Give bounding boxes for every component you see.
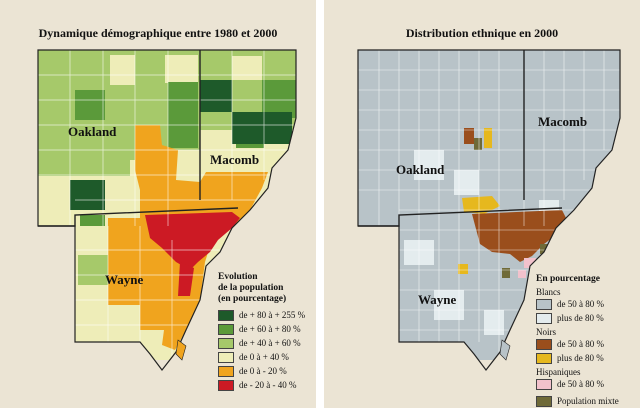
- legend-item: de - 20 à - 40 %: [218, 378, 305, 392]
- right-map-title: Distribution ethnique en 2000: [405, 26, 559, 40]
- legend-swatch-0: [218, 309, 234, 321]
- legend-item: de 0 à + 40 %: [218, 350, 305, 364]
- county-label-oakland: Oakland: [396, 162, 445, 177]
- legend-group-hispanics: Hispaniques: [536, 367, 581, 377]
- legend-label: de 50 à 80 %: [557, 339, 604, 349]
- legend-label: plus de 80 %: [557, 313, 604, 323]
- legend-item: de 50 à 80 %: [536, 377, 619, 391]
- legend-item: de + 80 à + 255 %: [218, 308, 305, 322]
- population-change-map: [37, 49, 297, 371]
- legend-swatch-b1: [536, 352, 552, 364]
- legend-label: de + 40 à + 60 %: [239, 338, 301, 348]
- ethnic-distribution-map-panel: Distribution ethnique en 2000: [324, 0, 640, 408]
- county-label-wayne: Wayne: [105, 272, 144, 287]
- legend-swatch-w0: [536, 298, 552, 310]
- ethnic-distribution-map: [357, 49, 621, 371]
- legend-item: de 50 à 80 %: [536, 297, 619, 311]
- left-map-title: Dynamique démographique entre 1980 et 20…: [38, 26, 278, 40]
- legend-label: de 0 à + 40 %: [239, 352, 289, 362]
- legend-swatch-b0: [536, 338, 552, 350]
- legend-heading-line1: Evolution: [218, 272, 258, 282]
- legend-swatch-2: [218, 337, 234, 349]
- legend-item: plus de 80 %: [536, 311, 619, 325]
- population-change-legend: Evolution de la population (en pourcenta…: [218, 272, 305, 392]
- legend-swatch-mixed: [536, 395, 552, 407]
- legend-item: de 50 à 80 %: [536, 337, 619, 351]
- legend-item: plus de 80 %: [536, 351, 619, 365]
- legend-swatch-1: [218, 323, 234, 335]
- county-label-wayne: Wayne: [418, 292, 457, 307]
- legend-swatch-3: [218, 351, 234, 363]
- legend-label: de + 60 à + 80 %: [239, 324, 301, 334]
- legend-label: de 50 à 80 %: [557, 379, 604, 389]
- legend-item: de + 40 à + 60 %: [218, 336, 305, 350]
- legend-label: de 0 à - 20 %: [239, 366, 287, 376]
- legend-item: de 0 à - 20 %: [218, 364, 305, 378]
- legend-label: de - 20 à - 40 %: [239, 380, 297, 390]
- ethnic-distribution-legend: En pourcentage Blancs de 50 à 80 % plus …: [536, 274, 619, 408]
- legend-group-whites: Blancs: [536, 287, 561, 297]
- legend-swatch-h0: [536, 378, 552, 390]
- legend-label: plus de 80 %: [557, 353, 604, 363]
- legend-label: Population mixte: [557, 396, 619, 406]
- legend-item: Population mixte: [536, 394, 619, 408]
- legend-swatch-w1: [536, 312, 552, 324]
- legend-label: de 50 à 80 %: [557, 299, 604, 309]
- legend-item: de + 60 à + 80 %: [218, 322, 305, 336]
- legend-group-blacks: Noirs: [536, 327, 556, 337]
- county-label-macomb: Macomb: [538, 114, 588, 129]
- population-change-map-panel: Dynamique démographique entre 1980 et 20…: [0, 0, 316, 408]
- legend-heading-line2: de la population: [218, 283, 284, 293]
- legend-heading-line3: (en pourcentage): [218, 294, 287, 304]
- legend-label: de + 80 à + 255 %: [239, 310, 306, 320]
- legend-swatch-5: [218, 379, 234, 391]
- legend-heading: En pourcentage: [536, 274, 600, 284]
- county-label-macomb: Macomb: [210, 152, 260, 167]
- legend-swatch-4: [218, 365, 234, 377]
- county-label-oakland: Oakland: [68, 124, 117, 139]
